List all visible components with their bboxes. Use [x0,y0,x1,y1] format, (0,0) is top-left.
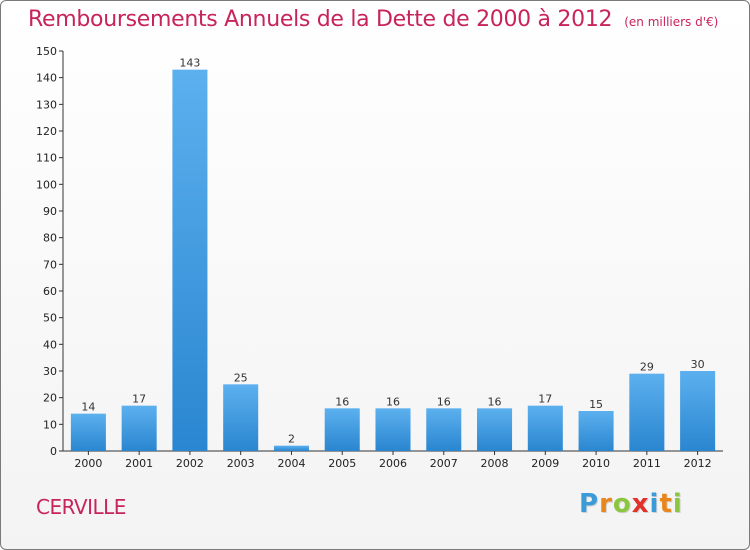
bar-2009 [527,405,563,451]
data-label-2005: 16 [335,395,349,408]
chart-title: Remboursements Annuels de la Dette de 20… [28,7,613,32]
y-tick-label: 30 [43,365,57,378]
y-tick-label: 20 [43,392,57,405]
data-labels: 14 17 143 25 2 16 16 16 16 17 15 29 30 [81,57,704,446]
bar-2006 [375,408,411,451]
data-label-2002: 143 [179,57,200,70]
logo-letter: i [649,489,660,519]
logo-letter: P [579,489,600,519]
commune-name: CERVILLE [36,495,126,519]
logo-letter: t [659,489,673,519]
y-tick-label: 0 [50,445,57,458]
y-tick-label: 70 [43,258,57,271]
x-axis: 2000 2001 2002 2003 2004 2005 2006 2007 2008 2009… [63,450,723,470]
bar-2008 [477,408,513,451]
x-tick-label: 2002 [176,457,204,470]
data-label-2012: 30 [691,358,705,371]
data-label-2003: 25 [234,371,248,384]
x-tick-label: 2010 [582,457,610,470]
data-label-2001: 17 [132,393,146,406]
y-tick-label: 140 [36,72,57,85]
bars [70,69,716,452]
x-tick-label: 2007 [430,457,458,470]
x-tick-label: 2011 [633,457,661,470]
bar-2012 [680,371,716,451]
logo-letter: r [599,489,613,519]
bar-2011 [629,373,665,451]
x-tick-label: 2006 [379,457,407,470]
x-tick-label: 2000 [74,457,102,470]
data-label-2010: 15 [589,398,603,411]
y-tick-label: 50 [43,312,57,325]
x-tick-label: 2004 [277,457,305,470]
y-axis: 0 10 20 30 40 50 60 70 80 90 100 110 120 130 140 150 [36,45,64,458]
x-tick-label: 2005 [328,457,356,470]
logo-letter: o [612,489,632,519]
data-label-2008: 16 [488,395,502,408]
data-label-2006: 16 [386,395,400,408]
data-label-2004: 2 [288,433,295,446]
data-label-2011: 29 [640,361,654,374]
bar-2010 [578,411,614,451]
x-tick-label: 2009 [531,457,559,470]
y-tick-label: 90 [43,205,57,218]
bar-2001 [121,405,157,451]
bar-2002 [172,69,208,452]
y-tick-label: 150 [36,45,57,58]
x-tick-label: 2012 [684,457,712,470]
chart-subtitle: (en milliers d'€) [624,15,719,29]
bar-2004 [273,445,309,451]
bar-2000 [70,413,106,451]
x-tick-label: 2008 [481,457,509,470]
y-tick-label: 120 [36,125,57,138]
bar-2005 [324,408,360,451]
data-label-2000: 14 [81,401,95,414]
y-tick-label: 110 [36,152,57,165]
logo-letter: i [672,489,683,519]
bar-2007 [426,408,462,451]
y-tick-label: 130 [36,98,57,111]
chart-title-block: Remboursements Annuels de la Dette de 20… [28,7,718,32]
y-tick-label: 100 [36,178,57,191]
logo-letter: x [631,489,650,519]
data-label-2009: 17 [538,393,552,406]
y-tick-label: 80 [43,232,57,245]
y-tick-label: 40 [43,338,57,351]
x-tick-label: 2003 [227,457,255,470]
bar-2003 [223,384,259,451]
y-tick-label: 60 [43,285,57,298]
y-tick-label: 10 [43,418,57,431]
proxiti-logo: Proxiti [579,489,683,519]
data-label-2007: 16 [437,395,451,408]
x-tick-label: 2001 [125,457,153,470]
